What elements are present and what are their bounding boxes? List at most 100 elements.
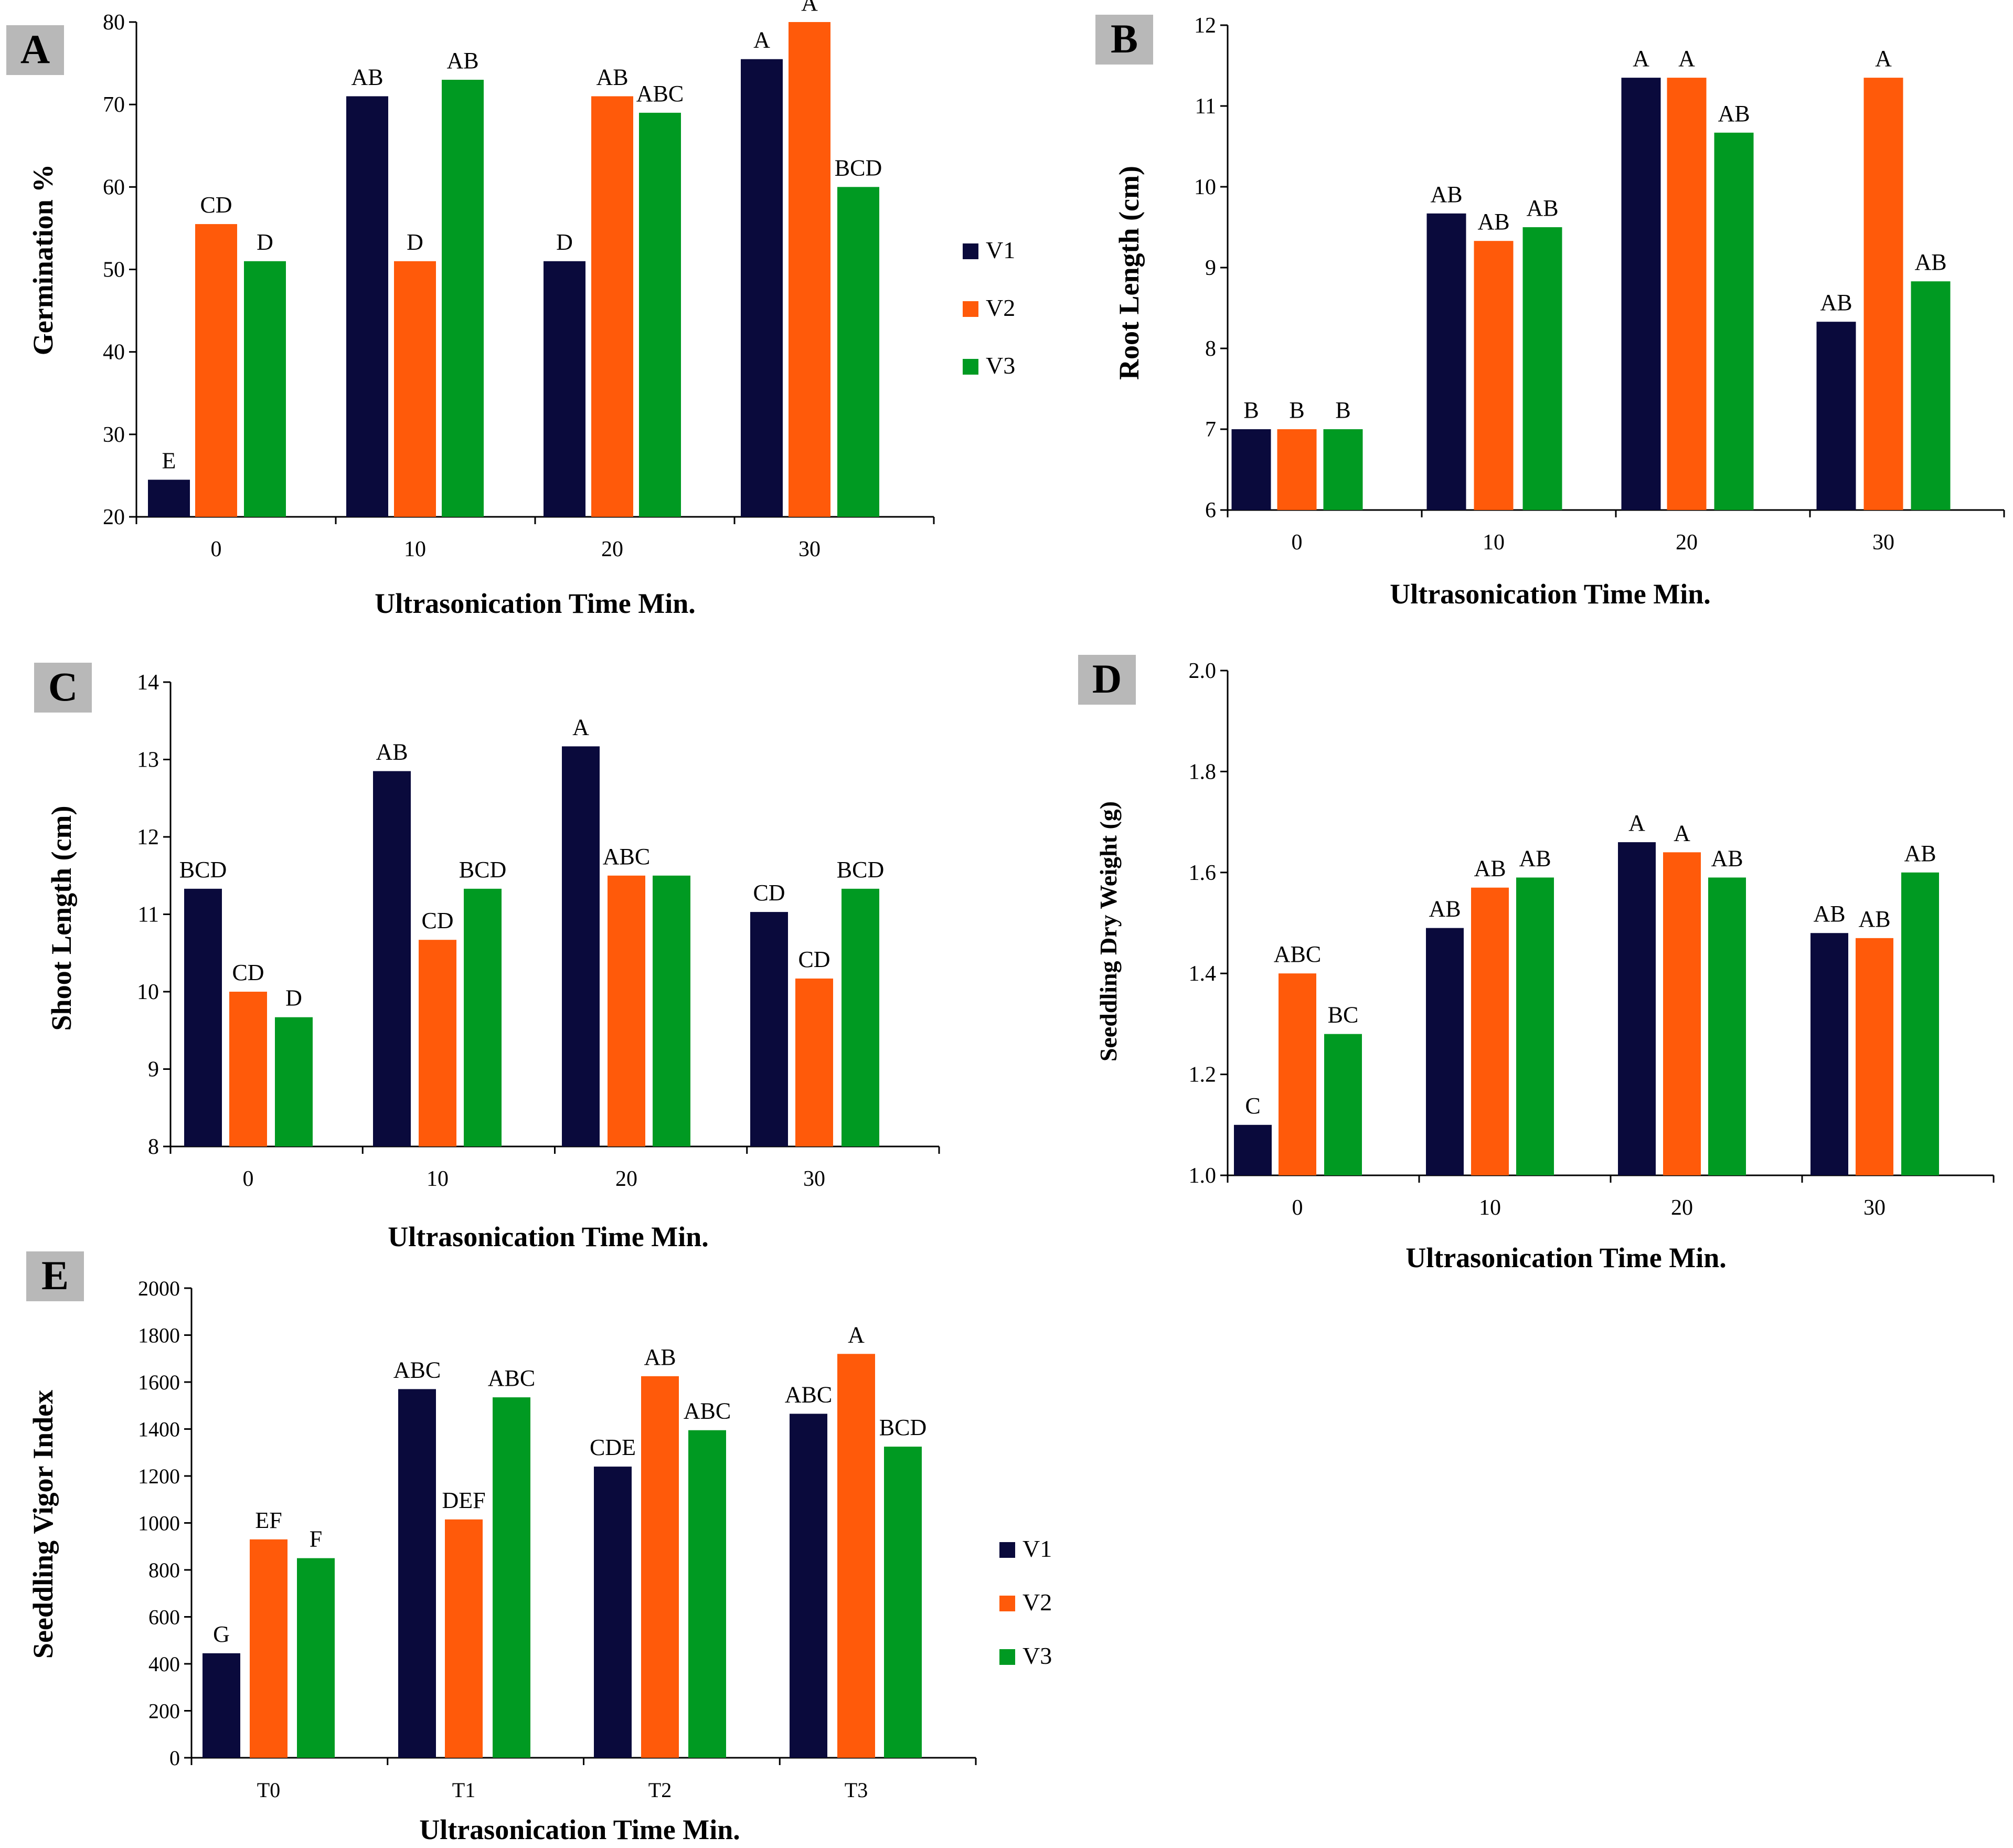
legend-swatch-e-v1 xyxy=(999,1542,1015,1558)
y-tick-label-e: 2000 xyxy=(138,1277,180,1300)
bar-a-v2-30 xyxy=(789,22,830,517)
data-label-b: B xyxy=(1243,397,1259,423)
bar-b-v3-0 xyxy=(1323,429,1363,510)
x-axis-title-c: Ultrasonication Time Min. xyxy=(388,1221,709,1252)
chart-panel-c: C Shoot Length (cm) Ultrasonication Time… xyxy=(34,663,940,1252)
data-label-d: AB xyxy=(1519,845,1551,871)
bar-e-v1-t1 xyxy=(398,1389,436,1758)
panel-badge-d-box xyxy=(1078,655,1136,705)
bar-e-v2-t1 xyxy=(445,1519,483,1758)
y-axis-title-e: Seeddling Vigor Index xyxy=(27,1390,59,1659)
bar-b-v3-10 xyxy=(1522,227,1562,510)
data-label-d: A xyxy=(1628,810,1645,836)
legend-swatch-a-v3 xyxy=(963,359,978,375)
data-label-b: AB xyxy=(1718,101,1750,126)
panel-badge-c-box xyxy=(34,663,92,713)
y-tick-label-c: 11 xyxy=(138,903,159,927)
bar-c-v3-10 xyxy=(464,888,502,1146)
x-axis-title-b: Ultrasonication Time Min. xyxy=(1390,578,1711,610)
data-label-c: AB xyxy=(376,739,408,765)
bar-e-v2-t2 xyxy=(641,1376,679,1758)
x-axis-title-a: Ultrasonication Time Min. xyxy=(375,588,696,619)
x-axis-title-d: Ultrasonication Time Min. xyxy=(1405,1242,1727,1273)
data-label-e: F xyxy=(310,1526,322,1552)
y-tick-label-e: 200 xyxy=(148,1700,180,1723)
data-label-e: CDE xyxy=(590,1435,636,1460)
y-tick-label-e: 1400 xyxy=(138,1418,180,1441)
legend-swatch-a-v2 xyxy=(963,301,978,317)
bar-d-v2-0 xyxy=(1279,973,1316,1175)
data-label-d: C xyxy=(1245,1093,1260,1119)
bar-e-v1-t0 xyxy=(203,1653,240,1758)
x-tick-label-b: 0 xyxy=(1292,530,1303,555)
data-label-a: A xyxy=(801,0,818,16)
data-label-a: D xyxy=(257,229,273,255)
y-tick-label-c: 8 xyxy=(148,1135,159,1159)
data-label-b: B xyxy=(1289,397,1304,423)
y-tick-label-b: 7 xyxy=(1205,418,1216,442)
data-label-e: EF xyxy=(255,1507,282,1533)
y-axis-title-b: Root Length (cm) xyxy=(1113,166,1145,380)
bar-a-v3-30 xyxy=(837,187,879,517)
bar-e-v2-t3 xyxy=(837,1354,875,1758)
data-label-c: BCD xyxy=(837,857,884,883)
panel-badge-a: A xyxy=(6,25,64,75)
data-label-c: CD xyxy=(753,880,785,906)
y-tick-label-e: 600 xyxy=(148,1606,180,1629)
legend-label-e-v2: V2 xyxy=(1023,1589,1052,1616)
y-tick-label-d: 2.0 xyxy=(1189,659,1217,683)
x-tick-label-a: 10 xyxy=(404,537,426,561)
bar-d-v1-0 xyxy=(1234,1124,1272,1175)
y-tick-label-b: 6 xyxy=(1205,498,1216,523)
data-label-b: B xyxy=(1335,397,1350,423)
data-label-a: D xyxy=(407,229,423,255)
chart-panel-d: D Seeddling Dry Weight (g) Ultrasonicati… xyxy=(1078,655,1995,1273)
bar-b-v1-20 xyxy=(1621,78,1661,511)
y-tick-label-b: 10 xyxy=(1194,175,1216,199)
data-label-b: AB xyxy=(1526,195,1558,221)
y-tick-label-a: 50 xyxy=(103,258,125,282)
y-tick-label-d: 1.6 xyxy=(1189,861,1217,885)
bar-d-v2-20 xyxy=(1663,852,1701,1175)
y-tick-label-d: 1.4 xyxy=(1189,962,1217,986)
bar-c-v2-20 xyxy=(608,875,645,1146)
bar-a-v2-0 xyxy=(195,224,237,517)
y-tick-label-b: 11 xyxy=(1195,94,1216,119)
data-label-c: CD xyxy=(798,947,830,972)
panel-badge-e: E xyxy=(26,1251,84,1301)
data-label-c: CD xyxy=(232,960,264,985)
x-tick-label-a: 0 xyxy=(211,537,222,561)
x-tick-label-e: T2 xyxy=(648,1778,672,1802)
x-tick-label-a: 20 xyxy=(601,537,623,561)
y-tick-label-c: 14 xyxy=(137,671,159,695)
y-tick-label-c: 10 xyxy=(137,980,159,1004)
data-label-d: AB xyxy=(1429,896,1461,922)
data-label-e: G xyxy=(213,1621,230,1647)
y-tick-label-d: 1.0 xyxy=(1189,1164,1217,1188)
x-tick-label-c: 20 xyxy=(615,1167,637,1191)
bar-d-v2-30 xyxy=(1856,938,1893,1175)
data-label-e: DEF xyxy=(442,1488,485,1513)
bar-c-v1-20 xyxy=(562,746,600,1146)
y-tick-label-a: 60 xyxy=(103,175,125,199)
y-tick-label-c: 9 xyxy=(148,1058,159,1082)
bar-e-v3-t2 xyxy=(688,1430,726,1758)
x-tick-label-d: 20 xyxy=(1671,1196,1693,1220)
chart-panel-e: E Seeddling Vigor Index Ultrasonication … xyxy=(26,1251,1052,1845)
bar-c-v2-30 xyxy=(795,978,833,1146)
data-label-b: A xyxy=(1633,46,1649,71)
bar-b-v2-10 xyxy=(1474,241,1514,510)
bar-a-v1-20 xyxy=(544,261,585,517)
panel-label-e: E xyxy=(41,1252,69,1298)
y-tick-label-b: 9 xyxy=(1205,256,1216,280)
bar-b-v3-20 xyxy=(1714,132,1754,510)
bar-b-v2-20 xyxy=(1667,78,1707,511)
y-tick-label-b: 12 xyxy=(1194,14,1216,38)
panel-badge-d: D xyxy=(1078,655,1136,705)
legend-label-a-v3: V3 xyxy=(986,352,1015,379)
y-tick-label-a: 30 xyxy=(103,423,125,447)
bar-d-v1-10 xyxy=(1426,928,1464,1175)
bar-d-v1-20 xyxy=(1618,842,1656,1175)
data-label-c: BCD xyxy=(179,857,227,883)
x-tick-label-c: 30 xyxy=(803,1167,825,1191)
